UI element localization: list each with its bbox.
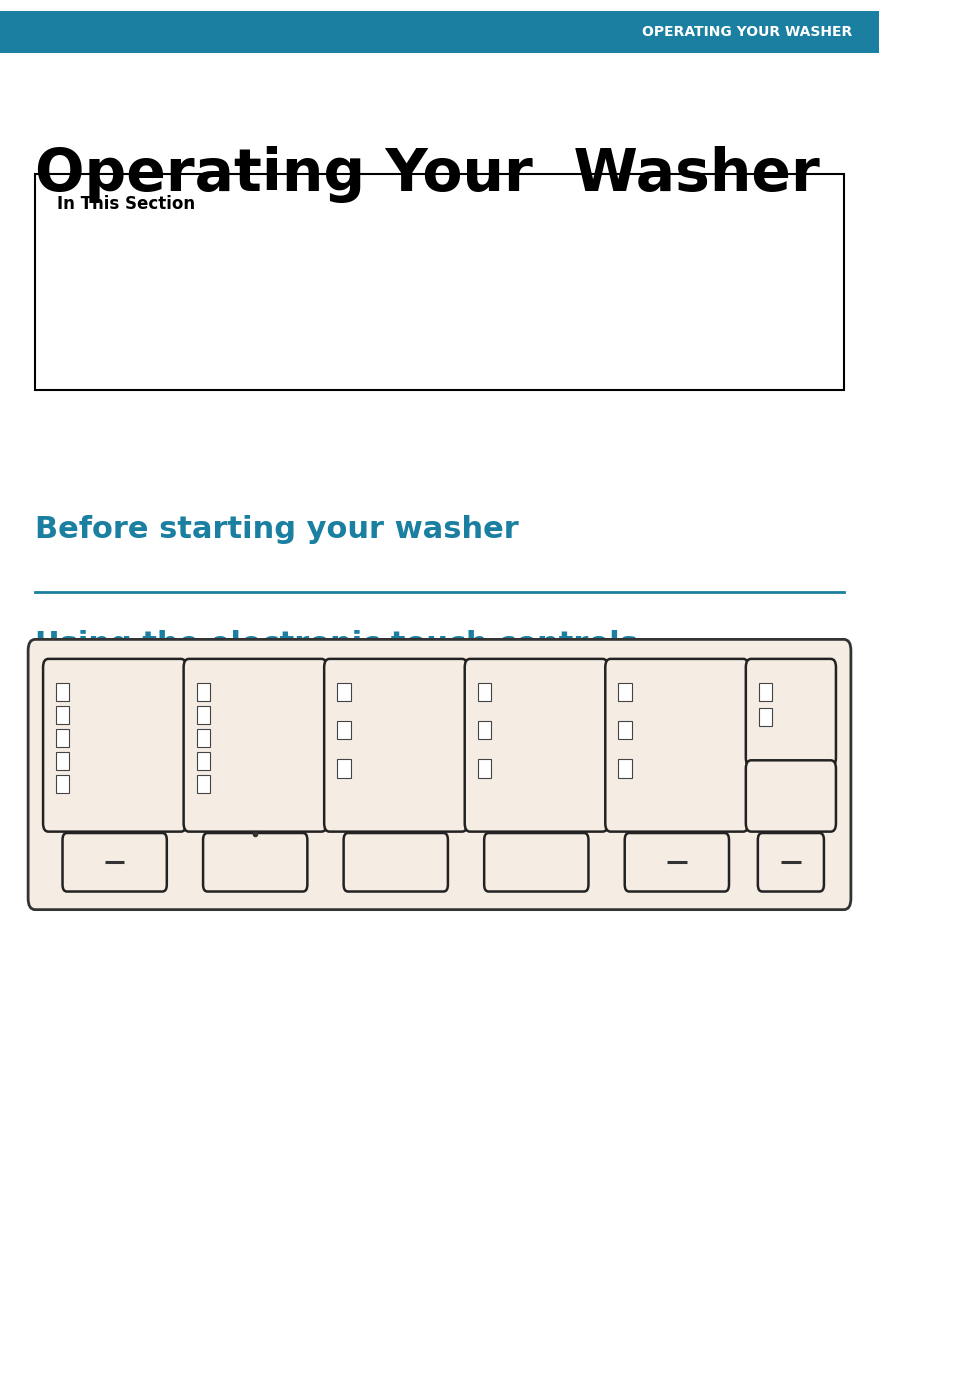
FancyBboxPatch shape bbox=[196, 729, 210, 747]
Text: OPERATING YOUR WASHER: OPERATING YOUR WASHER bbox=[641, 25, 852, 39]
FancyBboxPatch shape bbox=[183, 659, 327, 832]
FancyBboxPatch shape bbox=[624, 833, 728, 892]
FancyBboxPatch shape bbox=[477, 722, 491, 740]
FancyBboxPatch shape bbox=[604, 659, 748, 832]
FancyBboxPatch shape bbox=[337, 722, 350, 740]
FancyBboxPatch shape bbox=[56, 684, 70, 702]
FancyBboxPatch shape bbox=[484, 833, 588, 892]
FancyBboxPatch shape bbox=[35, 174, 843, 390]
FancyBboxPatch shape bbox=[56, 706, 70, 724]
FancyBboxPatch shape bbox=[43, 659, 186, 832]
FancyBboxPatch shape bbox=[28, 639, 850, 910]
FancyBboxPatch shape bbox=[759, 684, 771, 702]
FancyBboxPatch shape bbox=[464, 659, 607, 832]
FancyBboxPatch shape bbox=[56, 775, 70, 793]
FancyBboxPatch shape bbox=[196, 775, 210, 793]
Text: Before starting your washer: Before starting your washer bbox=[35, 515, 518, 545]
FancyBboxPatch shape bbox=[757, 833, 823, 892]
FancyBboxPatch shape bbox=[337, 684, 350, 702]
FancyBboxPatch shape bbox=[745, 659, 835, 766]
FancyBboxPatch shape bbox=[337, 759, 350, 777]
FancyBboxPatch shape bbox=[56, 729, 70, 747]
FancyBboxPatch shape bbox=[343, 833, 448, 892]
Text: Using the electronic touch controls: Using the electronic touch controls bbox=[35, 630, 638, 659]
Text: In This Section: In This Section bbox=[57, 195, 195, 213]
FancyBboxPatch shape bbox=[196, 706, 210, 724]
Text: Operating Your  Washer: Operating Your Washer bbox=[35, 146, 819, 203]
FancyBboxPatch shape bbox=[618, 722, 631, 740]
FancyBboxPatch shape bbox=[618, 684, 631, 702]
FancyBboxPatch shape bbox=[63, 833, 167, 892]
FancyBboxPatch shape bbox=[618, 759, 631, 777]
FancyBboxPatch shape bbox=[324, 659, 467, 832]
FancyBboxPatch shape bbox=[759, 708, 771, 726]
FancyBboxPatch shape bbox=[477, 759, 491, 777]
FancyBboxPatch shape bbox=[0, 11, 878, 53]
FancyBboxPatch shape bbox=[203, 833, 307, 892]
FancyBboxPatch shape bbox=[745, 761, 835, 832]
FancyBboxPatch shape bbox=[196, 752, 210, 770]
FancyBboxPatch shape bbox=[56, 752, 70, 770]
FancyBboxPatch shape bbox=[196, 684, 210, 702]
FancyBboxPatch shape bbox=[477, 684, 491, 702]
